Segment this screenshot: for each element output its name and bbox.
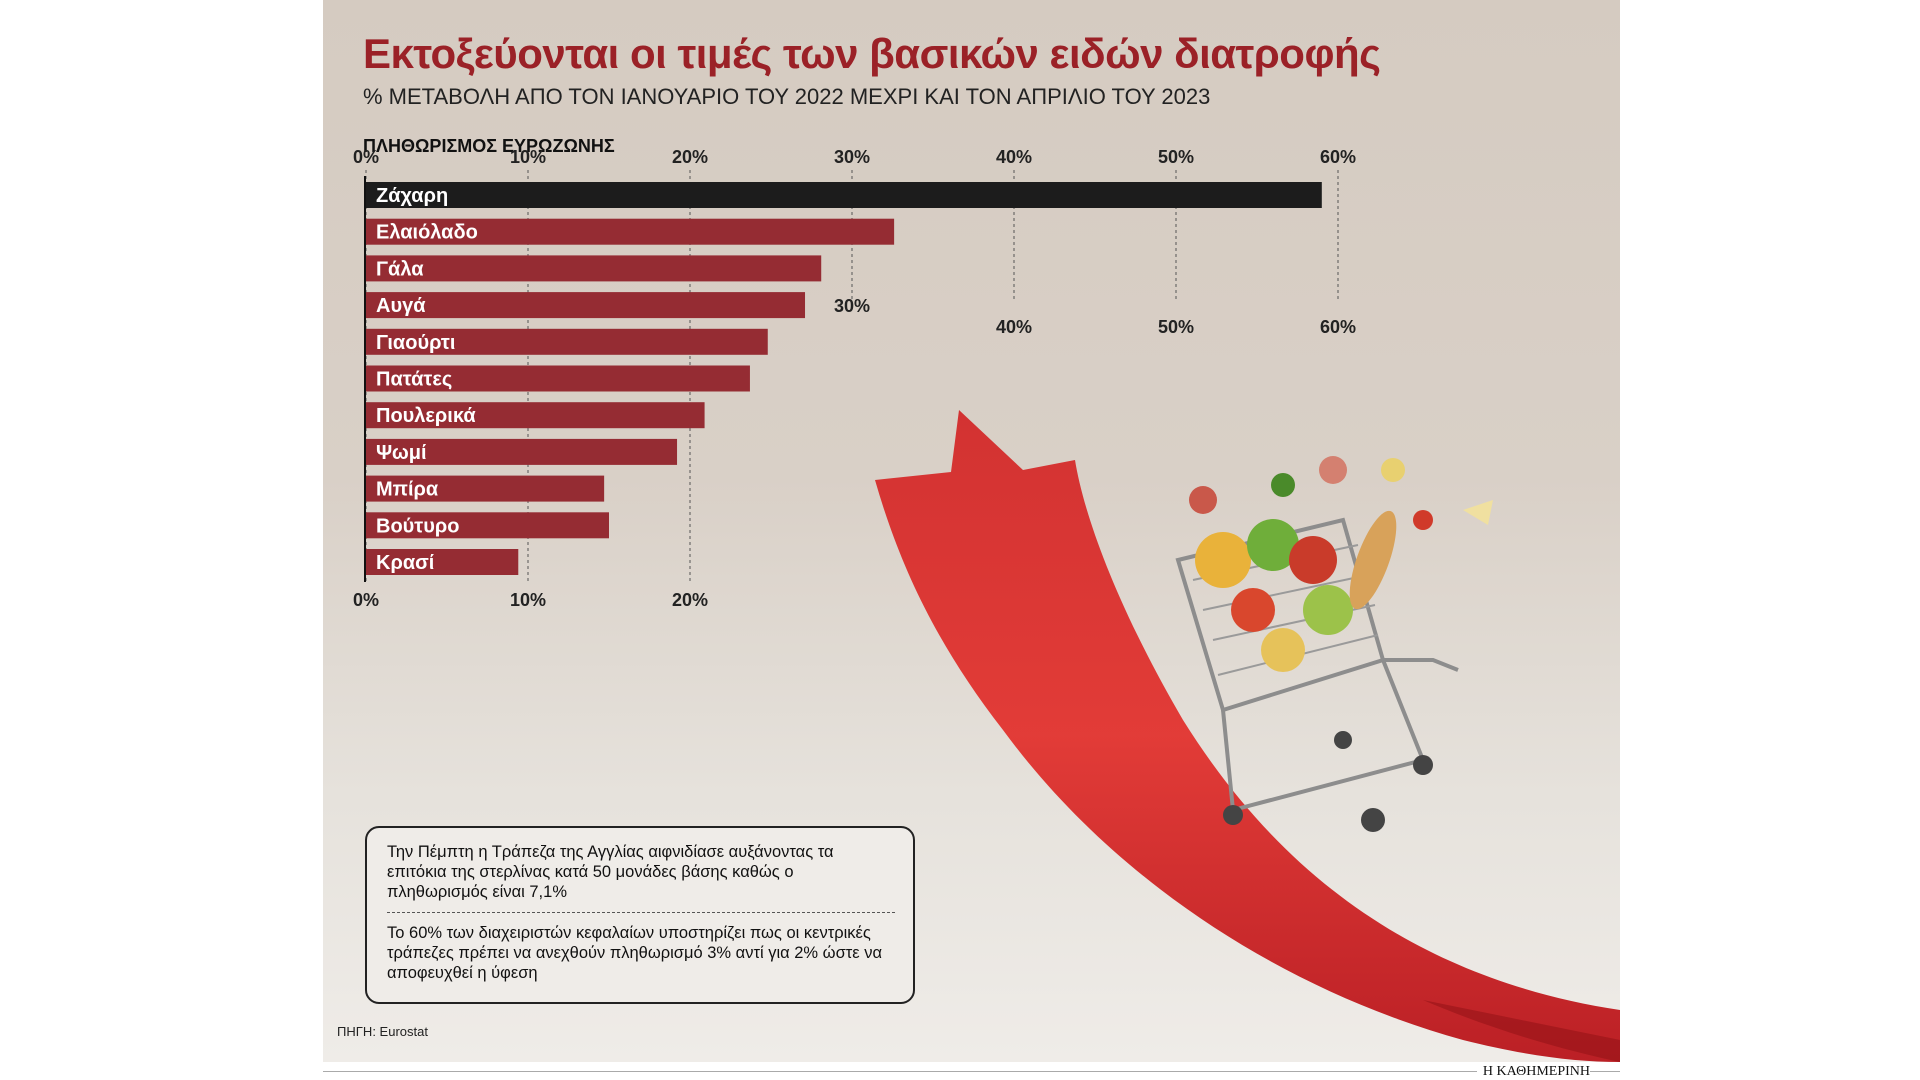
footer-line <box>323 1071 1620 1072</box>
x-axis-ticks-top: 0% 10% 20% 30% 40% 50% 60% <box>353 147 1356 167</box>
bar-label: Μπίρα <box>376 479 439 501</box>
bar <box>366 438 678 465</box>
x-tick-label-bottom: 10% <box>510 590 546 610</box>
bar <box>366 512 609 539</box>
x-tick-label-top: 30% <box>834 147 870 167</box>
bar <box>366 182 1322 208</box>
x-tick-label-bottom: 0% <box>353 590 379 610</box>
bar <box>366 402 705 429</box>
x-axis-ticks-mid: 30% 40% 50% 60% <box>834 296 1356 337</box>
shopping-cart-icon <box>1175 456 1493 832</box>
note-fund-managers: Το 60% των διαχειριστών κεφαλαίων υποστη… <box>387 924 882 982</box>
bar-label: Ζάχαρη <box>376 185 448 207</box>
bar-label: Ψωμί <box>376 442 427 464</box>
x-tick-label-mid: 40% <box>996 317 1032 337</box>
x-tick-label-mid: 30% <box>834 296 870 316</box>
info-box: Την Πέμπτη η Τράπεζα της Αγγλίας αιφνιδί… <box>365 826 915 1004</box>
x-tick-label-top: 0% <box>353 147 379 167</box>
bar <box>366 475 605 502</box>
bar-label: Ελαιόλαδο <box>376 222 478 244</box>
x-axis-ticks-bottom: 0% 10% 20% <box>353 590 708 610</box>
bar <box>366 549 519 575</box>
chart-subtitle: % ΜΕΤΑΒΟΛΗ ΑΠΟ ΤΟΝ ΙΑΝΟΥΑΡΙΟ ΤΟΥ 2022 ΜΕ… <box>363 84 1211 109</box>
x-tick-label-top: 40% <box>996 147 1032 167</box>
bar-chart: 0% 10% 20% 30% 40% 50% 60% 30% 40% 50% 60% 0% 10% 2… <box>353 147 1620 1062</box>
x-tick-label-mid: 50% <box>1158 317 1194 337</box>
bars: Ζάχαρη Ελαιόλαδο Γάλα Αυγά Γιαούρτι Πατάτες Πο… <box>366 182 1322 575</box>
x-tick-label-mid: 60% <box>1320 317 1356 337</box>
x-tick-label-top: 10% <box>510 147 546 167</box>
x-tick-label-top: 60% <box>1320 147 1356 167</box>
bar-label: Πουλερικά <box>376 405 476 427</box>
note-divider <box>387 912 895 913</box>
chart-title: Εκτοξεύονται οι τιμές των βασικών ειδών … <box>363 30 1381 77</box>
x-tick-label-top: 20% <box>672 147 708 167</box>
x-tick-label-top: 50% <box>1158 147 1194 167</box>
bar-label: Αυγά <box>376 295 426 317</box>
bar <box>366 255 822 282</box>
publisher-label: Η ΚΑΘΗΜΕΡΙΝΗ <box>1476 1064 1590 1080</box>
infographic-panel: Εκτοξεύονται οι τιμές των βασικών ειδών … <box>323 0 1620 1062</box>
bar <box>366 365 750 392</box>
note-boe-rates: Την Πέμπτη η Τράπεζα της Αγγλίας αιφνιδί… <box>387 843 834 901</box>
bar-label: Πατάτες <box>376 369 452 391</box>
x-tick-label-bottom: 20% <box>672 590 708 610</box>
bar <box>366 328 768 355</box>
red-arrow-icon <box>875 410 1620 1062</box>
bar-label: Γιαούρτι <box>376 332 455 354</box>
bar <box>366 292 806 319</box>
bar-label: Βούτυρο <box>376 515 459 537</box>
bar-label: Κρασί <box>376 552 434 574</box>
bar <box>366 218 895 245</box>
source-note: ΠΗΓΗ: Eurostat <box>337 1024 428 1039</box>
bar-label: Γάλα <box>376 258 424 280</box>
section-label: ΠΛΗΘΩΡΙΣΜΟΣ ΕΥΡΩΖΩΝΗΣ <box>363 136 615 156</box>
